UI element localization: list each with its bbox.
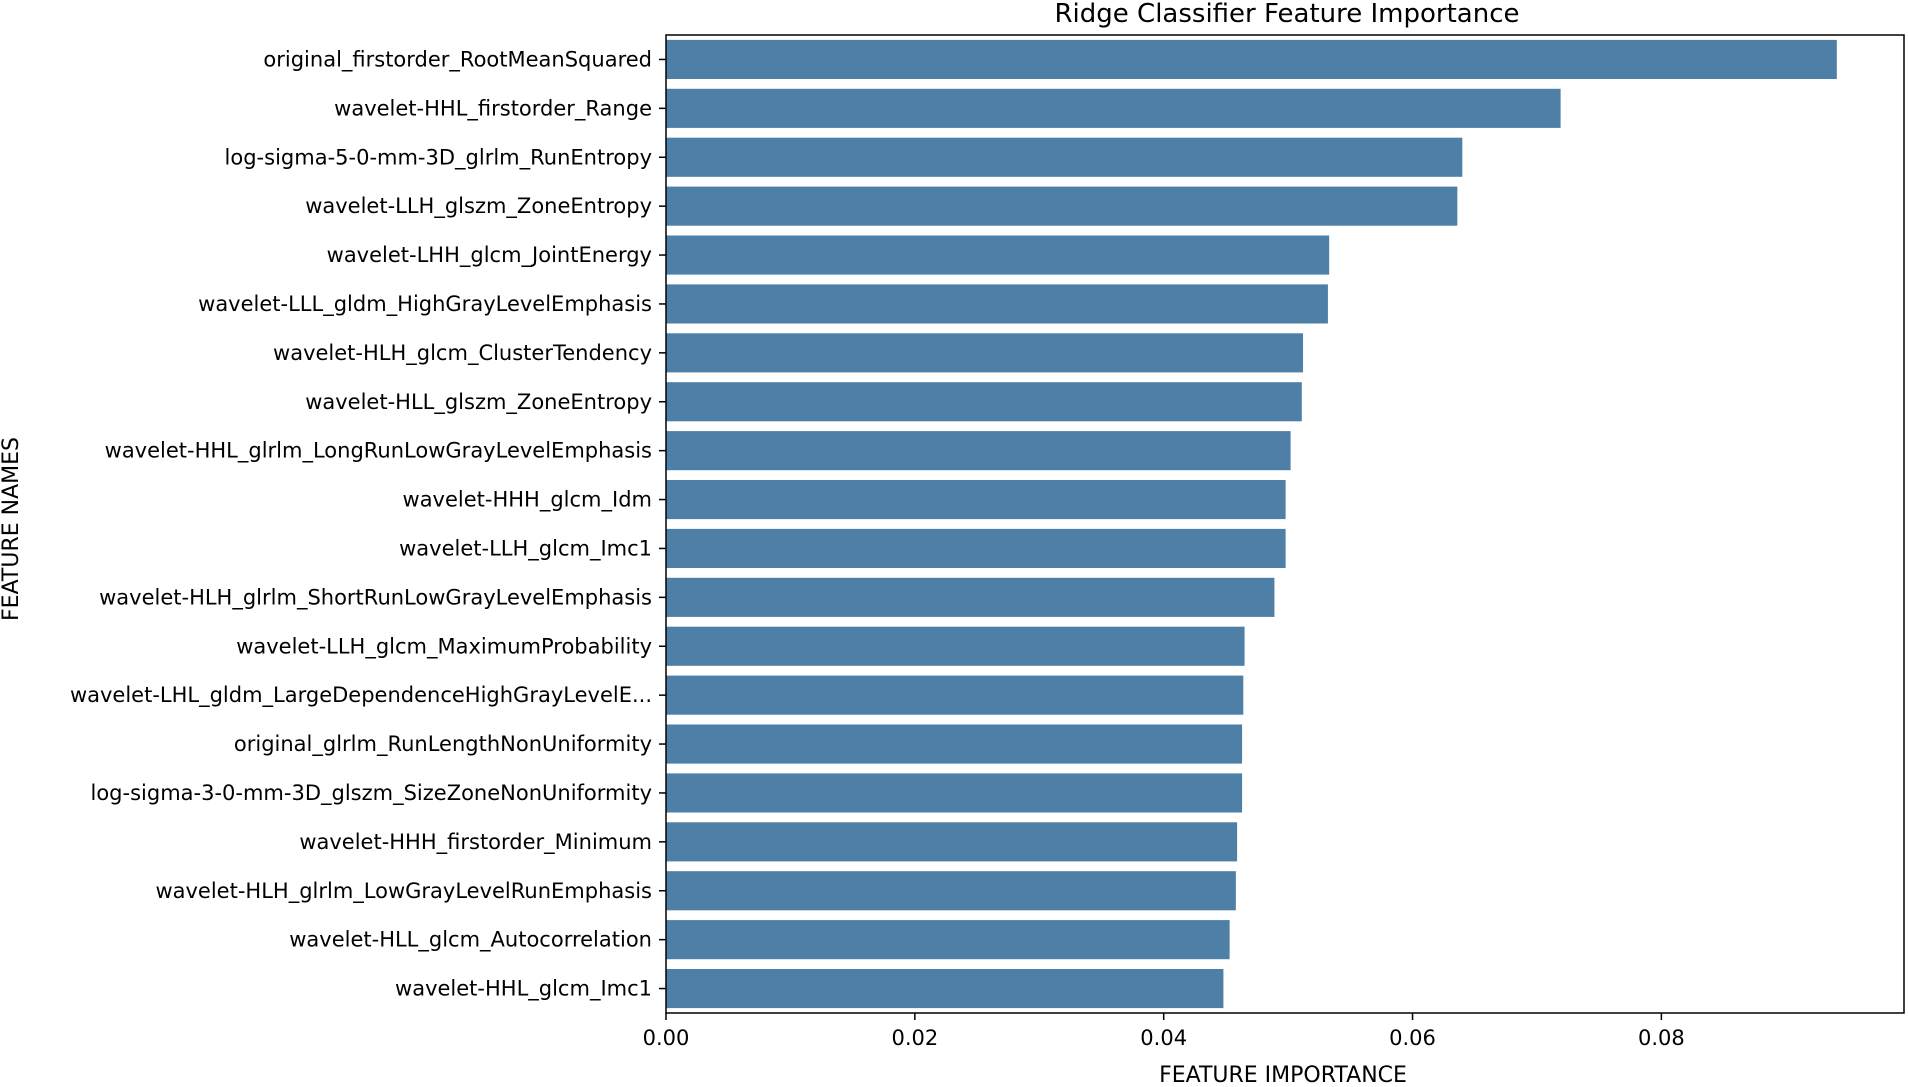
y-tick-label: original_firstorder_RootMeanSquared (263, 47, 652, 72)
y-tick-label: wavelet-HLL_glszm_ZoneEntropy (305, 390, 652, 415)
y-tick-label: wavelet-LHL_gldm_LargeDependenceHighGray… (70, 683, 652, 708)
bar (666, 920, 1230, 960)
y-tick-label: wavelet-LLH_glszm_ZoneEntropy (305, 194, 652, 219)
x-tick-label: 0.06 (1389, 1026, 1436, 1050)
bar (666, 577, 1275, 617)
bar (666, 871, 1236, 911)
bar (666, 822, 1238, 862)
y-tick-label: wavelet-HHL_firstorder_Range (334, 96, 652, 121)
x-tick-label: 0.04 (1140, 1026, 1187, 1050)
y-tick-label: wavelet-HLH_glrlm_LowGrayLevelRunEmphasi… (155, 879, 652, 904)
bar (666, 626, 1245, 666)
y-tick-label: wavelet-HHH_glcm_Idm (403, 488, 652, 513)
bar (666, 382, 1302, 422)
y-tick-label: wavelet-HHL_glcm_Imc1 (395, 977, 652, 1002)
y-tick-label: wavelet-HHH_firstorder_Minimum (299, 830, 652, 855)
bar (666, 284, 1328, 324)
x-axis-ticks: 0.00 0.02 0.04 0.06 0.08 (643, 1013, 1685, 1050)
bar (666, 431, 1291, 471)
bar (666, 333, 1304, 373)
y-tick-label: log-sigma-3-0-mm-3D_glszm_SizeZoneNonUni… (91, 781, 653, 806)
chart-title: Ridge Classifier Feature Importance (1054, 0, 1519, 29)
bars-group (666, 39, 1837, 1009)
y-tick-label: wavelet-HLH_glrlm_ShortRunLowGrayLevelEm… (99, 585, 652, 610)
x-tick-label: 0.08 (1638, 1026, 1685, 1050)
y-tick-label: wavelet-HLL_glcm_Autocorrelation (289, 928, 652, 953)
bar (666, 137, 1463, 177)
y-tick-label: original_glrlm_RunLengthNonUniformity (234, 732, 652, 757)
plot-frame (665, 34, 1905, 1014)
y-tick-label: wavelet-HLH_glcm_ClusterTendency (273, 341, 652, 366)
y-tick-label: log-sigma-5-0-mm-3D_glrlm_RunEntropy (225, 145, 652, 170)
y-tick-label: wavelet-LLH_glcm_Imc1 (399, 536, 652, 561)
y-axis-title: FEATURE NAMES (0, 437, 24, 621)
y-tick-label: wavelet-HHL_glrlm_LongRunLowGrayLevelEmp… (105, 439, 652, 464)
bar (666, 39, 1837, 80)
bar (666, 88, 1561, 128)
x-tick-label: 0.02 (891, 1026, 938, 1050)
y-tick-label: wavelet-LHH_glcm_JointEnergy (327, 243, 652, 268)
y-axis-ticks: original_firstorder_RootMeanSquaredwavel… (70, 47, 666, 1002)
x-axis-title: FEATURE IMPORTANCE (1159, 1063, 1407, 1087)
bar (666, 773, 1243, 813)
y-tick-label: wavelet-LLH_glcm_MaximumProbability (236, 634, 652, 659)
bar (666, 235, 1330, 275)
y-tick-label: wavelet-LLL_gldm_HighGrayLevelEmphasis (198, 292, 652, 317)
bar (666, 186, 1458, 226)
bar (666, 724, 1243, 764)
bar (666, 528, 1286, 569)
bar (666, 968, 1224, 1009)
bar (666, 479, 1286, 520)
bar (666, 675, 1244, 715)
x-tick-label: 0.00 (643, 1026, 690, 1050)
